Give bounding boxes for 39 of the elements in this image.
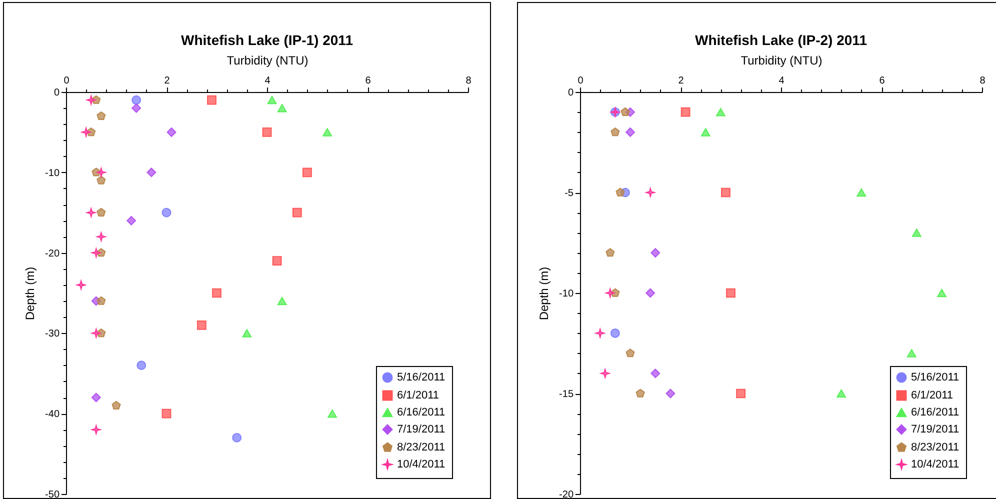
y-tick-label: -40 [45,409,60,420]
y-tick-label: 0 [568,88,574,98]
y-axis-title: Depth (m) [537,266,552,320]
chart-title: Whitefish Lake (IP-1) 2011 [181,32,354,48]
x-tick-label: 8 [466,76,472,86]
legend-label: 6/16/2011 [911,406,960,418]
y-tick-label: -30 [45,328,60,340]
y-tick-label: 0 [54,88,60,98]
x-tick-label: 2 [678,76,684,86]
y-tick-label: -20 [45,248,60,260]
legend-label: 8/23/2011 [911,442,960,454]
legend-label: 10/4/2011 [397,458,446,470]
y-tick-label: -10 [559,288,574,300]
x-tick-label: 0 [578,76,584,86]
legend-label: 8/23/2011 [397,442,446,454]
x-tick-label: 6 [365,76,372,86]
legend-label: 7/19/2011 [397,424,446,436]
legend-label: 6/1/2011 [397,390,440,402]
y-tick-label: -5 [564,188,574,199]
legend-label: 6/1/2011 [911,390,954,402]
x-tick-label: 8 [980,76,986,86]
x-tick-label: 4 [264,76,271,86]
chart-title: Whitefish Lake (IP-2) 2011 [695,32,868,48]
legend-label: 6/16/2011 [397,406,446,418]
x-tick-label: 6 [879,76,886,86]
y-axis-title: Depth (m) [23,266,38,320]
y-tick-label: -10 [45,168,60,179]
legend-label: 5/16/2011 [397,372,446,384]
x-tick-label: 0 [64,76,70,86]
y-tick-label: -15 [559,389,574,400]
y-tick-label: -20 [559,490,574,499]
x-tick-label: 2 [164,76,170,86]
legend-label: 10/4/2011 [911,458,960,470]
legend-label: 5/16/2011 [911,372,960,384]
x-axis-title: Turbidity (NTU) [226,54,308,68]
x-axis-title: Turbidity (NTU) [740,54,822,68]
y-tick-label: -50 [45,490,60,499]
legend-label: 7/19/2011 [911,424,960,436]
x-tick-label: 4 [778,76,785,86]
